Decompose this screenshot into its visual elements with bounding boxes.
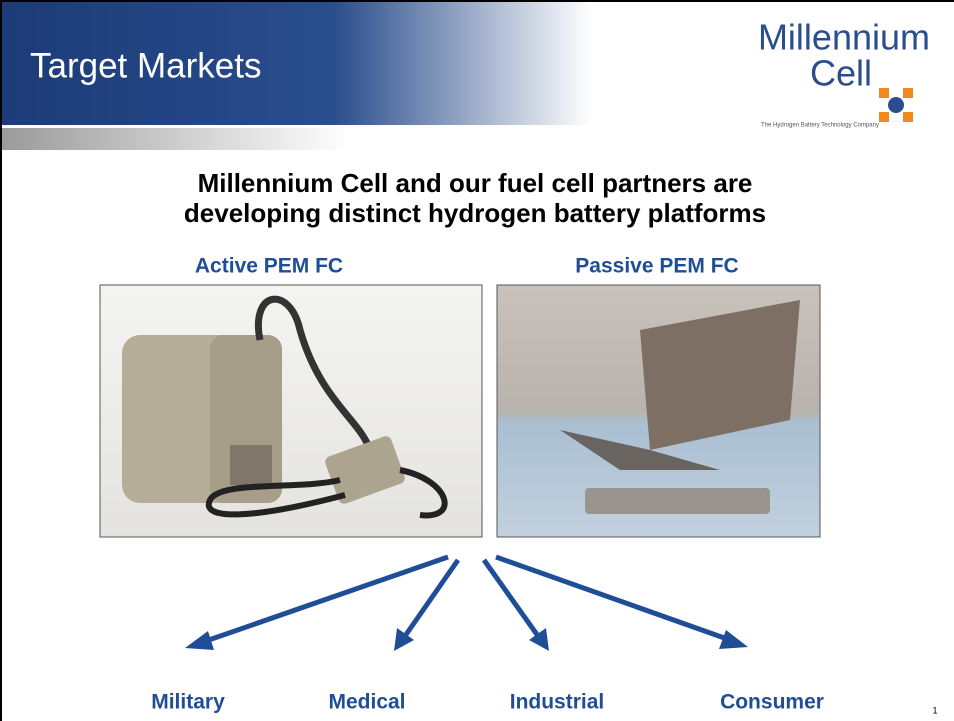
market-label: Medical <box>328 691 405 714</box>
slide-title: Target Markets <box>30 46 261 85</box>
market-label: Military <box>151 691 225 714</box>
header-shadow <box>0 128 700 150</box>
logo-tagline: The Hydrogen Battery Technology Company <box>761 123 879 129</box>
headline: developing distinct hydrogen battery pla… <box>184 198 766 228</box>
logo-text: Millennium <box>758 17 930 58</box>
slide: Target Markets Millennium Cell The Hydro… <box>0 0 954 721</box>
market-label: Industrial <box>510 691 605 714</box>
photo-active <box>100 285 482 537</box>
platform-label: Active PEM FC <box>195 255 343 278</box>
platform-label: Passive PEM FC <box>575 255 738 278</box>
page-number: 1 <box>932 705 937 715</box>
headline: Millennium Cell and our fuel cell partne… <box>198 168 753 198</box>
logo-text: Cell <box>810 53 872 94</box>
market-label: Consumer <box>720 691 824 714</box>
photo-passive <box>497 285 820 537</box>
